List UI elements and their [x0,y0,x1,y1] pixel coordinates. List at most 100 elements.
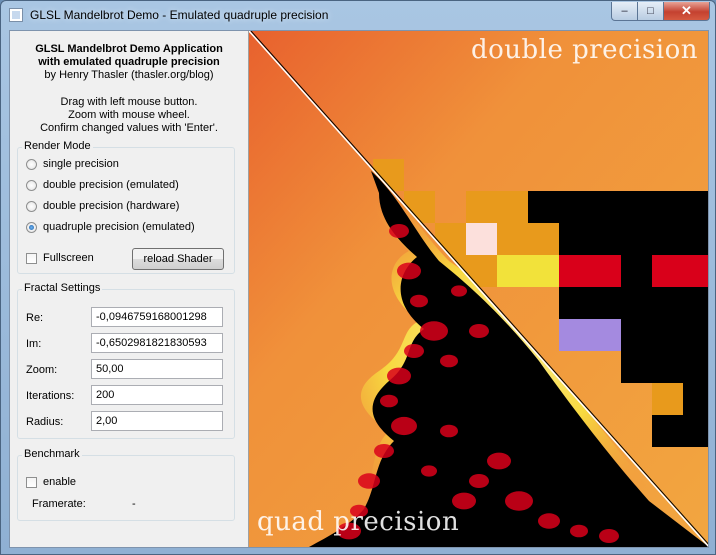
fractal-red-spot [505,491,533,511]
fractal-red-spot [374,444,394,458]
precision-block [683,223,708,255]
radius-input[interactable]: 2,00 [91,411,223,431]
radio-quadruple-emulated[interactable]: quadruple precision (emulated) [26,221,195,233]
radio-icon [26,158,37,170]
precision-block [652,383,683,415]
fractal-red-spot [538,513,560,529]
benchmark-title: Benchmark [22,448,82,460]
fractal-red-spot [440,354,458,368]
radio-selected-icon [26,221,37,233]
minimize-button[interactable]: – [611,2,638,21]
radio-double-hardware[interactable]: double precision (hardware) [26,200,179,212]
precision-block [559,287,590,319]
close-icon: ✕ [681,3,692,18]
split-line-shadow [250,31,708,545]
precision-block [652,319,683,351]
im-input[interactable]: -0,6502981821830593 [91,333,223,353]
precision-block [559,191,590,223]
precision-block [621,255,652,287]
precision-block [528,223,559,255]
benchmark-group: Benchmark [17,448,235,521]
radius-label: Radius: [26,416,64,428]
precision-block [683,191,708,223]
fractal-canvas[interactable] [249,31,708,547]
fractal-red-spot [391,416,417,436]
help-text-enter: Confirm changed values with 'Enter'. [40,122,218,134]
radio-single-precision[interactable]: single precision [26,158,119,170]
precision-block [497,255,528,287]
re-label: Re: [26,312,44,324]
im-label: Im: [26,338,42,350]
app-heading-line1: GLSL Mandelbrot Demo Application [35,43,223,55]
checkbox-icon [26,252,37,264]
control-panel: GLSL Mandelbrot Demo Application with em… [10,31,248,547]
close-button[interactable]: ✕ [663,2,710,21]
title-bar[interactable]: GLSL Mandelbrot Demo - Emulated quadrupl… [1,1,715,29]
precision-block [683,255,708,287]
precision-block [652,351,683,383]
radio-label: quadruple precision (emulated) [43,221,195,233]
fullscreen-label: Fullscreen [43,252,94,264]
help-text-zoom: Zoom with mouse wheel. [68,109,190,121]
precision-block [652,415,683,447]
fractal-red-spot [389,224,409,238]
zoom-input[interactable]: 50,00 [91,359,223,379]
precision-block [683,287,708,319]
precision-block [559,319,590,351]
precision-block [683,319,708,351]
precision-block [590,191,621,223]
precision-block [497,223,528,255]
precision-block [652,191,683,223]
precision-block [590,255,621,287]
fractal-red-spot [421,465,437,477]
minimize-icon: – [621,5,628,17]
reload-shader-button[interactable]: reload Shader [132,248,224,270]
precision-block [559,255,590,287]
fractal-settings-title: Fractal Settings [22,282,103,294]
maximize-icon: □ [647,5,654,17]
re-input[interactable]: -0,0946759168001298 [91,307,223,327]
precision-block [621,351,652,383]
help-text-drag: Drag with left mouse button. [60,96,198,108]
fractal-red-spot [440,424,458,438]
fractal-red-spot [387,367,411,385]
precision-block [683,383,708,415]
split-line [249,31,708,547]
precision-block [621,191,652,223]
quad-precision-label: quad precision [257,507,460,537]
fractal-red-spot [469,474,489,488]
checkbox-icon [26,476,37,488]
render-mode-group: Render Mode [17,140,235,274]
precision-block [652,255,683,287]
iterations-input[interactable]: 200 [91,385,223,405]
quad-precision-fractal [279,171,708,547]
benchmark-enable-checkbox[interactable]: enable [26,476,76,488]
fractal-red-spot [570,524,588,538]
fractal-red-spot [420,321,448,341]
precision-block [466,223,497,255]
fractal-set [309,171,708,547]
fractal-render-view[interactable]: double precision quad precision [248,31,708,547]
precision-block [466,191,497,223]
precision-block [559,223,590,255]
precision-block [652,223,683,255]
app-author: by Henry Thasler (thasler.org/blog) [44,69,214,81]
fractal-red-spot [397,262,421,280]
radio-icon [26,200,37,212]
app-heading-line2: with emulated quadruple precision [38,56,220,68]
precision-block [683,351,708,383]
fullscreen-checkbox[interactable]: Fullscreen [26,252,94,264]
precision-block [621,223,652,255]
fractal-red-spot [337,522,361,540]
framerate-value: - [132,498,136,510]
precision-block [590,287,621,319]
precision-block [621,287,652,319]
precision-block [497,191,528,223]
maximize-button[interactable]: □ [637,2,664,21]
radio-double-emulated[interactable]: double precision (emulated) [26,179,179,191]
fractal-red-spot [487,452,511,470]
precision-block [621,319,652,351]
app-window-icon [9,8,23,22]
precision-block [652,287,683,319]
